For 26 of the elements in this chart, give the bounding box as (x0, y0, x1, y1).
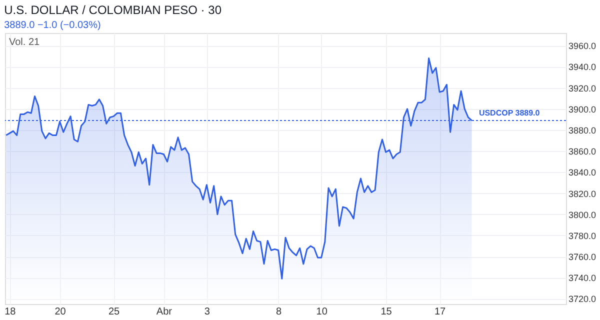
chart-title: U.S. DOLLAR / COLOMBIAN PESO · 30 (4, 3, 222, 17)
y-tick-label: 3740.0 (568, 273, 596, 284)
x-tick-label: 20 (54, 306, 66, 318)
y-tick-label: 3940.0 (568, 62, 596, 72)
x-tick-label: 10 (316, 306, 328, 318)
y-tick-label: 3900.0 (568, 104, 596, 114)
annotation: Vol. 21 (9, 37, 40, 48)
y-tick-label: 3720.0 (568, 294, 596, 304)
y-tick-label: 3840.0 (568, 168, 596, 178)
y-tick-label: 3880.0 (568, 126, 596, 136)
x-tick-label: 25 (108, 306, 120, 318)
y-tick-label: 3760.0 (568, 252, 596, 262)
x-tick-label: 8 (276, 306, 282, 318)
chart-subtitle: 3889.0 −1.0 (−0.03%) (4, 20, 101, 31)
y-tick-label: 3800.0 (568, 210, 596, 220)
y-tick-label: 3960.0 (568, 41, 596, 52)
x-tick-label: 15 (380, 306, 392, 318)
ref-line-label: USDCOP 3889.0 (478, 108, 540, 118)
y-tick-label: 3820.0 (568, 188, 596, 199)
x-tick-label: Abr (156, 306, 173, 318)
y-tick-label: 3860.0 (568, 146, 596, 157)
x-tick-label: 3 (204, 306, 210, 318)
x-tick-label: 17 (434, 306, 446, 318)
y-tick-label: 3920.0 (568, 83, 596, 94)
x-tick-label: 18 (4, 306, 16, 318)
y-tick-label: 3780.0 (568, 230, 596, 241)
